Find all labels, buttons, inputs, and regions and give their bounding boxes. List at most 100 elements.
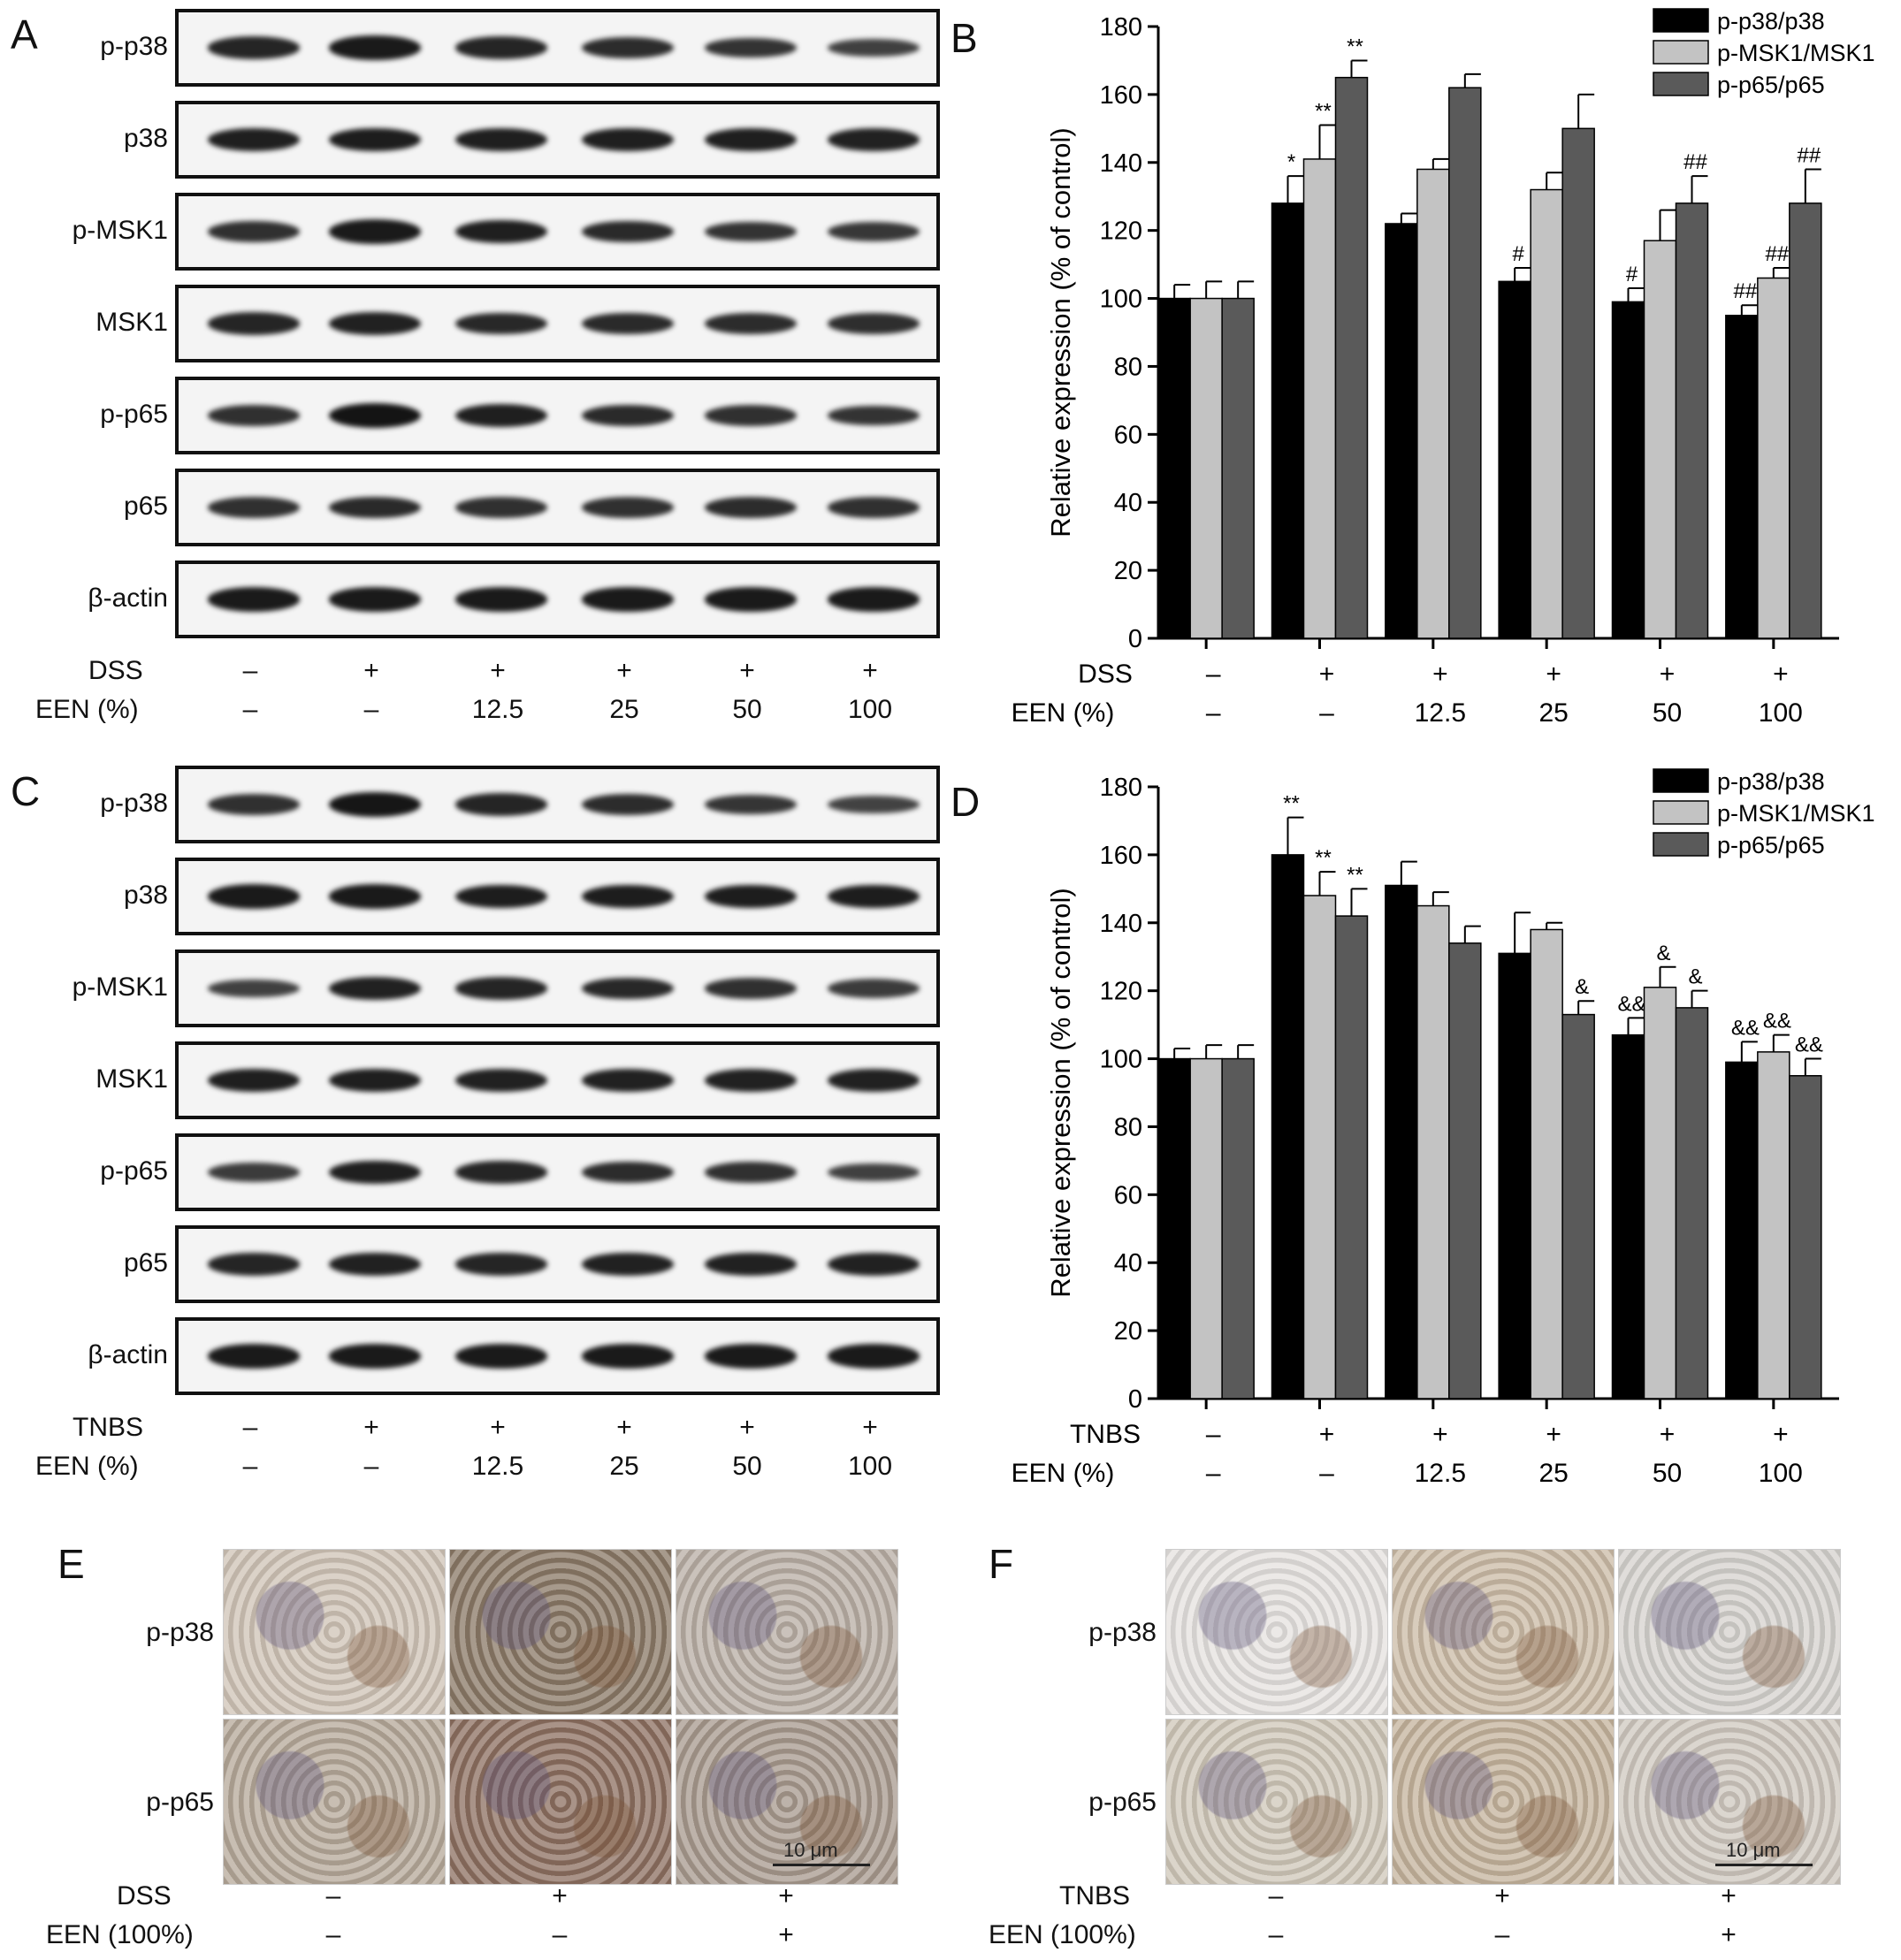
legend-label: p-p65/p65: [1717, 72, 1825, 98]
y-tick-label: 160: [1100, 842, 1142, 870]
significance-label: **: [1315, 846, 1332, 870]
blot-c-strip: [175, 766, 940, 843]
significance-label: #: [1512, 242, 1524, 266]
y-tick-label: 140: [1100, 149, 1142, 178]
legend-swatch: [1653, 8, 1709, 33]
x-condition-value: +: [1773, 660, 1789, 689]
condition-value: 100: [847, 1452, 893, 1481]
blot-band: [705, 884, 797, 909]
condition-value: 50: [732, 695, 762, 724]
panel-letter-b: B: [950, 15, 978, 61]
bar: [1416, 168, 1450, 639]
legend-swatch: [1653, 800, 1709, 825]
blot-band: [208, 36, 300, 59]
blot-c-strip: [175, 1041, 940, 1119]
legend-label: p-MSK1/MSK1: [1717, 40, 1875, 66]
bar: [1221, 1057, 1255, 1399]
condition-label-dss: DSS: [88, 656, 143, 685]
ihc-image-tile: [223, 1719, 446, 1885]
y-tick-label: 0: [1128, 1385, 1142, 1414]
significance-label: &&: [1617, 992, 1645, 1016]
blot-band: [582, 220, 674, 243]
blot-band: [582, 884, 674, 909]
blot-c-strip: [175, 858, 940, 935]
ihc-row-label: p-p65: [146, 1788, 214, 1817]
ihc-row-label: p-p65: [1088, 1788, 1157, 1817]
ihc-image-tile: [676, 1549, 898, 1715]
blot-band: [828, 38, 920, 57]
blot-band: [455, 36, 547, 59]
blot-band: [455, 403, 547, 428]
blot-band: [582, 1253, 674, 1276]
bar: [1157, 297, 1191, 639]
blot-band: [455, 793, 547, 816]
blot-band: [329, 1253, 421, 1276]
bar: [1157, 1057, 1191, 1399]
bar: [1221, 297, 1255, 639]
blot-band: [828, 497, 920, 518]
x-condition-value: –: [1206, 1459, 1221, 1488]
bar: [1561, 1013, 1595, 1399]
blot-label: p65: [123, 1248, 168, 1277]
blot-band: [455, 884, 547, 909]
x-condition-value: 25: [1538, 1459, 1568, 1488]
blot-band: [329, 1160, 421, 1185]
x-condition-value: 50: [1653, 1459, 1682, 1488]
blot-band: [582, 977, 674, 1000]
legend-swatch: [1653, 832, 1709, 857]
ihc-image-tile: [1165, 1549, 1388, 1715]
ihc-condition-value: –: [325, 1881, 341, 1910]
bar: [1302, 158, 1337, 639]
bar: [1530, 188, 1563, 639]
panel-letter-d: D: [950, 779, 981, 825]
significance-label: **: [1347, 863, 1363, 887]
blot-band: [329, 496, 421, 519]
blot-band: [208, 221, 300, 242]
blot-band: [455, 1161, 547, 1184]
x-condition-label: TNBS: [1070, 1420, 1141, 1449]
y-tick-label: 80: [1114, 353, 1142, 381]
y-tick-label: 0: [1128, 625, 1142, 653]
significance-label: &&: [1731, 1016, 1760, 1040]
legend-swatch: [1653, 768, 1709, 793]
blot-band: [582, 497, 674, 518]
condition-value: +: [490, 1413, 506, 1442]
blot-band: [828, 979, 920, 998]
x-condition-value: –: [1206, 698, 1221, 728]
blot-band: [455, 1253, 547, 1276]
y-tick-label: 60: [1114, 1181, 1142, 1209]
bar: [1789, 1075, 1822, 1399]
x-condition-value: +: [1773, 1420, 1789, 1449]
blot-c-strip: [175, 1133, 940, 1211]
blot-band: [705, 312, 797, 334]
condition-value: +: [616, 656, 632, 685]
bar: [1448, 87, 1482, 639]
blot-label: p-MSK1: [72, 972, 168, 1002]
ihc-condition-value: –: [325, 1920, 341, 1949]
blot-band: [329, 1068, 421, 1093]
significance-label: *: [1287, 150, 1295, 174]
legend-label: p-p38/p38: [1717, 8, 1825, 34]
blot-label: p-MSK1: [72, 216, 168, 245]
legend-swatch: [1653, 40, 1709, 65]
ihc-image-tile: [1618, 1549, 1841, 1715]
ihc-condition-value: –: [1268, 1920, 1284, 1949]
blot-label: MSK1: [95, 308, 168, 337]
ihc-condition-label: TNBS: [1059, 1881, 1131, 1910]
x-condition-value: 25: [1538, 698, 1568, 728]
bar: [1498, 280, 1531, 639]
blot-a-strip: [175, 377, 940, 454]
blot-band: [705, 794, 797, 815]
significance-label: &&: [1763, 1010, 1791, 1033]
scale-bar: [773, 1864, 870, 1866]
ihc-condition-value: +: [1721, 1881, 1737, 1910]
significance-label: #: [1626, 263, 1638, 286]
x-condition-label: DSS: [1078, 660, 1133, 689]
blot-band: [455, 497, 547, 518]
condition-value: +: [490, 656, 506, 685]
bar: [1561, 127, 1595, 639]
condition-value: +: [862, 1413, 878, 1442]
x-condition-value: 12.5: [1415, 1459, 1466, 1488]
bar: [1271, 854, 1305, 1399]
bar: [1611, 1033, 1645, 1399]
